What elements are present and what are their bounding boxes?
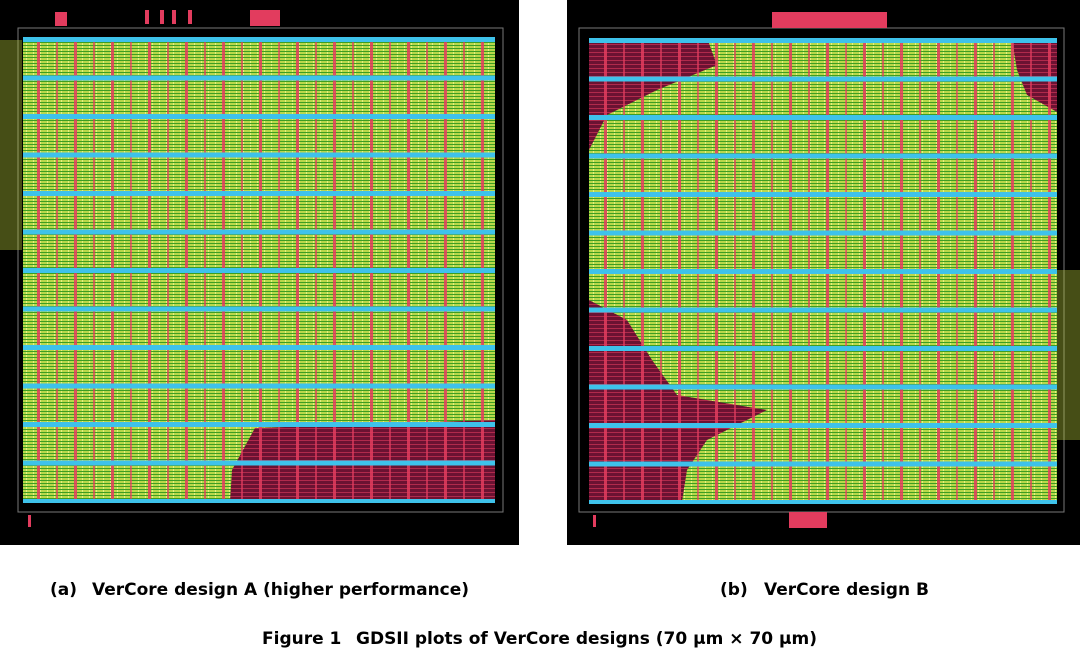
figure-label: Figure 1 bbox=[262, 629, 342, 649]
subfigure-label: (b) bbox=[720, 580, 748, 600]
gdsii-plot-b bbox=[567, 0, 1080, 545]
figure-caption: GDSII plots of VerCore designs (70 µm × … bbox=[356, 629, 818, 649]
subfigure-caption: VerCore design A (higher performance) bbox=[92, 580, 470, 600]
subfigure-caption: VerCore design B bbox=[764, 580, 929, 600]
gdsii-plot-a bbox=[0, 0, 519, 545]
subfigure-label: (a) bbox=[50, 580, 78, 600]
